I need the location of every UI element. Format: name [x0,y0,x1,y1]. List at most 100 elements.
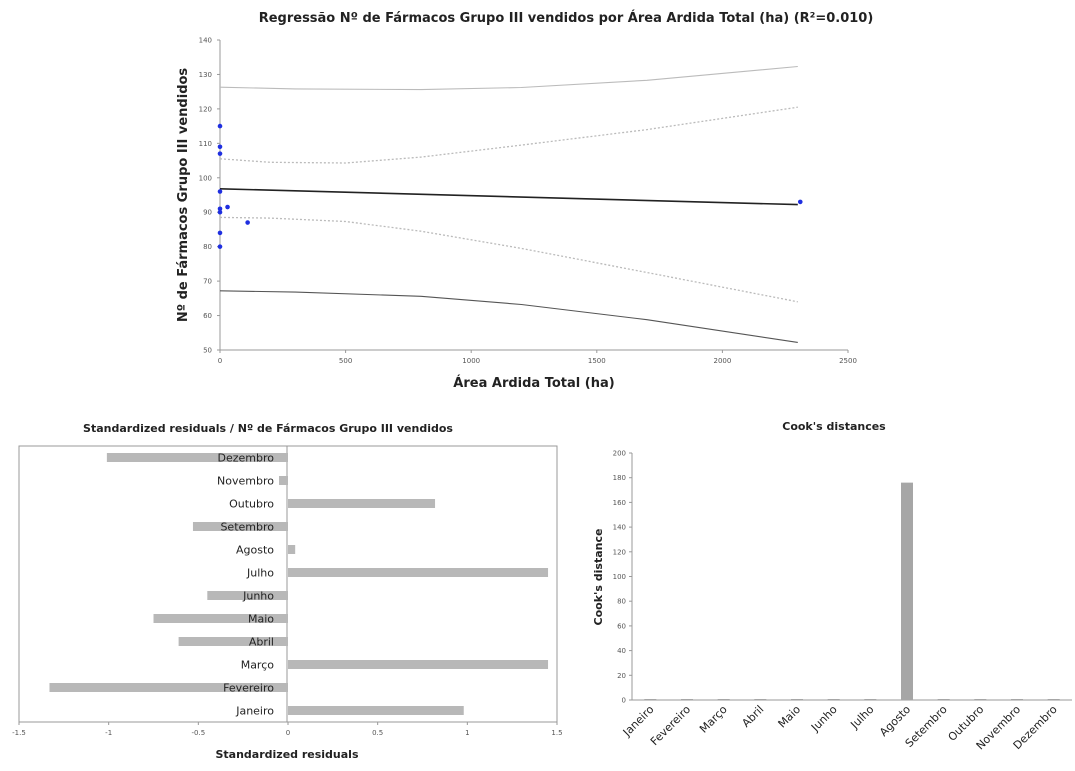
residual-category-label: Dezembro [218,452,275,465]
cooks-bars [644,482,1060,700]
cooks-bar [681,699,693,700]
cooks-y-ticks: 0 20 40 60 80 100 120 140 160 180 200 [613,450,632,705]
regression-points [217,123,803,249]
x-tick-label: 0 [286,729,290,737]
cooks-category-label: Maio [776,703,804,731]
data-point [245,220,250,225]
y-tick-label: 20 [617,672,626,680]
residual-category-label: Setembro [220,521,274,534]
residual-bar [192,522,288,531]
regression-chart-title: Regressão Nº de Fármacos Grupo III vendi… [259,10,874,26]
x-tick-label: 0.5 [372,729,383,737]
cooks-bar [1047,699,1060,700]
regression-x-ticks: 0 500 1000 1500 2000 2500 [218,350,857,365]
y-tick-label: 130 [199,71,212,79]
regression-x-label: Área Ardida Total (ha) [453,375,614,391]
cooks-bar [974,699,987,700]
x-tick-label: -1 [105,729,112,737]
residual-bar [106,453,288,462]
residual-bar [153,614,288,623]
cooks-category-label: Abril [739,703,766,730]
x-tick-label: 1 [465,729,469,737]
residuals-category-labels: Janeiro Fevereiro Março Abril Maio Junho Julho… [217,452,274,718]
residual-bar [279,476,288,485]
cooks-category-label: Junho [808,703,840,735]
y-tick-label: 40 [617,647,626,655]
cooks-category-label: Março [697,703,730,736]
residual-bar [207,591,288,600]
residual-category-label: Fevereiro [223,682,274,695]
x-tick-label: 2000 [713,357,731,365]
regression-chart: Regressão Nº de Fármacos Grupo III vendi… [176,10,873,391]
confidence-band-lower [219,216,798,303]
residual-bar [288,499,436,508]
residuals-chart-title: Standardized residuals / Nº de Fármacos … [83,422,453,435]
residual-bar [288,545,296,554]
prediction-band-upper [219,65,798,91]
residual-category-label: Janeiro [235,705,274,718]
cooks-bar [644,699,657,700]
y-tick-label: 80 [617,598,626,606]
y-tick-label: 160 [613,499,626,507]
regression-y-label: Nº de Fármacos Grupo III vendidos [176,68,191,323]
cooks-category-label: Agosto [877,703,913,739]
data-point [217,151,223,156]
cooks-y-label: Cook's distance [592,529,605,626]
residual-bar [288,660,549,669]
residual-category-label: Julho [246,567,274,580]
residual-bar [49,683,289,692]
prediction-band-lower [219,290,798,343]
x-tick-label: 2500 [839,357,857,365]
residuals-bars [49,453,549,715]
y-tick-label: 120 [613,548,626,556]
y-tick-label: 140 [199,37,212,45]
cooks-bar [937,699,950,700]
cooks-category-label: Fevereiro [648,703,693,748]
data-point [217,244,223,249]
data-point [217,230,223,236]
y-tick-label: 90 [203,209,212,217]
y-tick-label: 0 [622,697,626,705]
data-point [217,144,223,150]
regression-bands [219,65,798,343]
residual-category-label: Maio [248,613,274,626]
residuals-x-ticks: -1.5 -1 -0.5 0 0.5 1 1.5 [12,722,563,737]
cooks-chart-title: Cook's distances [782,420,886,433]
residual-category-label: Abril [249,636,274,649]
y-tick-label: 180 [613,474,626,482]
residual-category-label: Junho [242,590,274,603]
cooks-category-label: Janeiro [620,703,657,740]
y-tick-label: 60 [203,312,212,320]
data-point [217,189,223,194]
residual-category-label: Março [241,659,275,672]
y-tick-label: 200 [613,450,626,458]
residuals-plot-frame [18,445,558,723]
cooks-bar [864,699,877,700]
residuals-x-label: Standardized residuals [215,748,358,761]
cooks-bar [901,482,913,700]
x-tick-label: 1500 [588,357,606,365]
x-tick-label: -0.5 [191,729,205,737]
data-point [225,204,230,210]
data-point [797,199,803,205]
cooks-bar [717,699,730,700]
x-tick-label: 0 [218,357,222,365]
cooks-bar [791,699,803,700]
regression-y-ticks: 50 60 70 80 90 100 110 120 130 140 [199,37,220,355]
data-point [217,209,223,215]
regression-line [219,188,798,206]
x-tick-label: 1.5 [551,729,562,737]
y-tick-label: 70 [203,278,212,286]
cooks-bar [1011,699,1023,700]
y-tick-label: 50 [203,347,212,355]
y-tick-label: 110 [199,140,212,148]
confidence-band-upper [219,106,798,164]
y-tick-label: 140 [613,524,626,532]
cooks-chart: Cook's distances 0 20 40 60 80 100 120 140 160 18… [592,420,1072,752]
x-tick-label: 500 [339,357,352,365]
cooks-bar [754,699,767,700]
cooks-category-label: Julho [847,703,876,732]
x-tick-label: -1.5 [12,729,26,737]
